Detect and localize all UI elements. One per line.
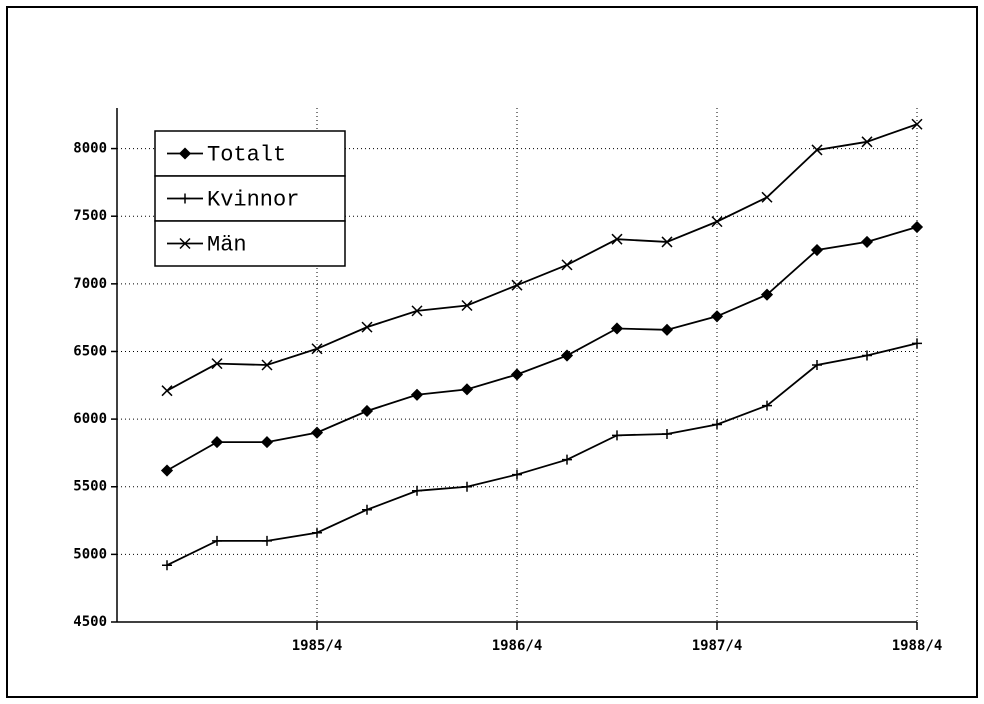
- point: [510, 368, 524, 381]
- y-tick-label: 5000: [73, 546, 107, 562]
- point: [310, 426, 324, 439]
- y-tick-label: 7500: [73, 208, 107, 224]
- point: [810, 243, 824, 257]
- point: [760, 288, 774, 301]
- point: [711, 216, 723, 228]
- point: [761, 191, 773, 203]
- x-tick-label: 1985/4: [292, 638, 343, 654]
- y-tick-label: 6500: [73, 343, 107, 359]
- point: [812, 360, 822, 370]
- point: [511, 279, 523, 291]
- legend-marker: [178, 147, 192, 160]
- point: [562, 454, 572, 465]
- point: [311, 343, 323, 355]
- point: [312, 527, 322, 538]
- point: [611, 233, 623, 245]
- point: [460, 383, 474, 396]
- point: [160, 464, 174, 477]
- point: [811, 144, 823, 156]
- y-tick-label: 4500: [73, 614, 107, 630]
- point: [861, 136, 873, 148]
- point: [411, 305, 423, 317]
- point: [212, 535, 222, 546]
- point: [211, 358, 223, 370]
- point: [560, 349, 574, 362]
- point: [860, 235, 874, 248]
- point: [461, 299, 473, 312]
- point: [660, 323, 674, 336]
- y-tick-label: 8000: [73, 141, 107, 157]
- point: [910, 220, 924, 234]
- point: [262, 535, 272, 546]
- point: [161, 385, 173, 397]
- legend-marker: [180, 193, 190, 204]
- point: [612, 430, 622, 441]
- series-line: [166, 123, 918, 392]
- series-line: [166, 342, 918, 566]
- point: [362, 504, 372, 515]
- y-tick-label: 6000: [73, 411, 107, 427]
- x-tick-label: 1988/4: [892, 638, 943, 654]
- point: [862, 350, 872, 361]
- point: [610, 322, 624, 335]
- point: [662, 428, 672, 439]
- point: [162, 560, 172, 571]
- point: [712, 419, 722, 430]
- point: [661, 236, 673, 248]
- point: [561, 259, 573, 271]
- x-tick-label: 1987/4: [692, 638, 743, 654]
- point: [261, 359, 273, 371]
- y-tick-label: 5500: [73, 479, 107, 495]
- legend-label: Kvinnor: [207, 187, 299, 212]
- point: [361, 321, 373, 333]
- x-tick-label: 1986/4: [492, 638, 543, 654]
- point: [762, 400, 772, 411]
- point: [462, 481, 472, 492]
- frame: [6, 6, 978, 698]
- series-line: [166, 226, 918, 472]
- point: [412, 485, 422, 496]
- point: [912, 338, 922, 349]
- legend-label: Totalt: [207, 142, 286, 167]
- point: [260, 436, 274, 449]
- point: [360, 404, 374, 418]
- y-tick-label: 7000: [73, 276, 107, 292]
- point: [210, 436, 224, 449]
- point: [410, 388, 424, 401]
- point: [710, 310, 724, 323]
- point: [911, 118, 923, 130]
- legend-label: Män: [207, 232, 247, 257]
- point: [512, 469, 522, 480]
- legend-marker: [179, 237, 191, 250]
